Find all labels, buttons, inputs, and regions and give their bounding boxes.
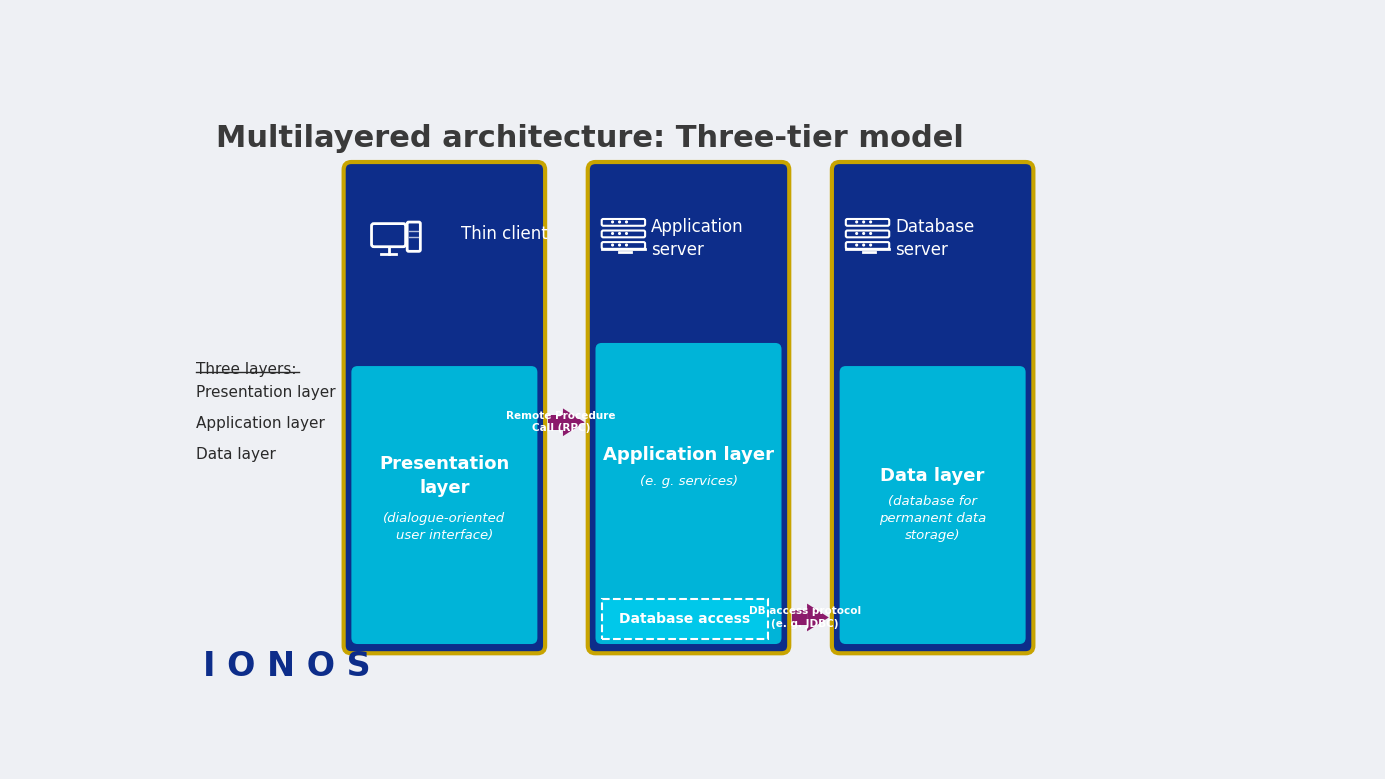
Polygon shape	[807, 604, 828, 631]
Text: Application layer: Application layer	[602, 446, 774, 464]
Circle shape	[612, 221, 614, 223]
Circle shape	[612, 244, 614, 246]
Text: Presentation layer: Presentation layer	[197, 386, 337, 400]
Text: I O N O S: I O N O S	[202, 650, 370, 683]
Circle shape	[619, 244, 620, 246]
Circle shape	[626, 244, 627, 246]
Text: Multilayered architecture: Three-tier model: Multilayered architecture: Three-tier mo…	[216, 124, 964, 153]
Bar	[792, 610, 807, 626]
Circle shape	[856, 233, 857, 234]
Text: Data layer: Data layer	[197, 447, 276, 462]
Text: (dialogue-oriented
user interface): (dialogue-oriented user interface)	[384, 512, 506, 541]
Circle shape	[870, 233, 871, 234]
Circle shape	[612, 233, 614, 234]
Circle shape	[619, 221, 620, 223]
Circle shape	[856, 244, 857, 246]
Text: Database
server: Database server	[896, 218, 975, 259]
Text: (e. g. services): (e. g. services)	[640, 475, 737, 488]
Text: Data layer: Data layer	[881, 467, 985, 485]
Text: Application layer: Application layer	[197, 416, 325, 431]
Circle shape	[870, 244, 871, 246]
Text: Database access: Database access	[619, 612, 751, 626]
Text: DB access protocol
(e. g. JDBC): DB access protocol (e. g. JDBC)	[749, 606, 861, 629]
FancyBboxPatch shape	[839, 366, 1026, 644]
FancyBboxPatch shape	[587, 162, 789, 654]
Circle shape	[863, 221, 864, 223]
FancyBboxPatch shape	[596, 343, 781, 644]
Text: Presentation
layer: Presentation layer	[379, 455, 510, 496]
Text: Remote Procedure
Call (RPC): Remote Procedure Call (RPC)	[507, 411, 616, 433]
FancyBboxPatch shape	[352, 366, 537, 644]
FancyBboxPatch shape	[343, 162, 546, 654]
Text: Application
server: Application server	[651, 218, 744, 259]
Circle shape	[856, 221, 857, 223]
Text: (database for
permanent data
storage): (database for permanent data storage)	[879, 495, 986, 542]
Polygon shape	[562, 408, 584, 436]
Bar	[601, 599, 767, 640]
Circle shape	[870, 221, 871, 223]
Circle shape	[619, 233, 620, 234]
FancyBboxPatch shape	[832, 162, 1033, 654]
Circle shape	[863, 233, 864, 234]
Bar	[548, 414, 562, 430]
Circle shape	[863, 244, 864, 246]
Circle shape	[626, 221, 627, 223]
Circle shape	[626, 233, 627, 234]
Text: Thin client: Thin client	[461, 224, 548, 242]
Text: Three layers:: Three layers:	[197, 362, 296, 377]
